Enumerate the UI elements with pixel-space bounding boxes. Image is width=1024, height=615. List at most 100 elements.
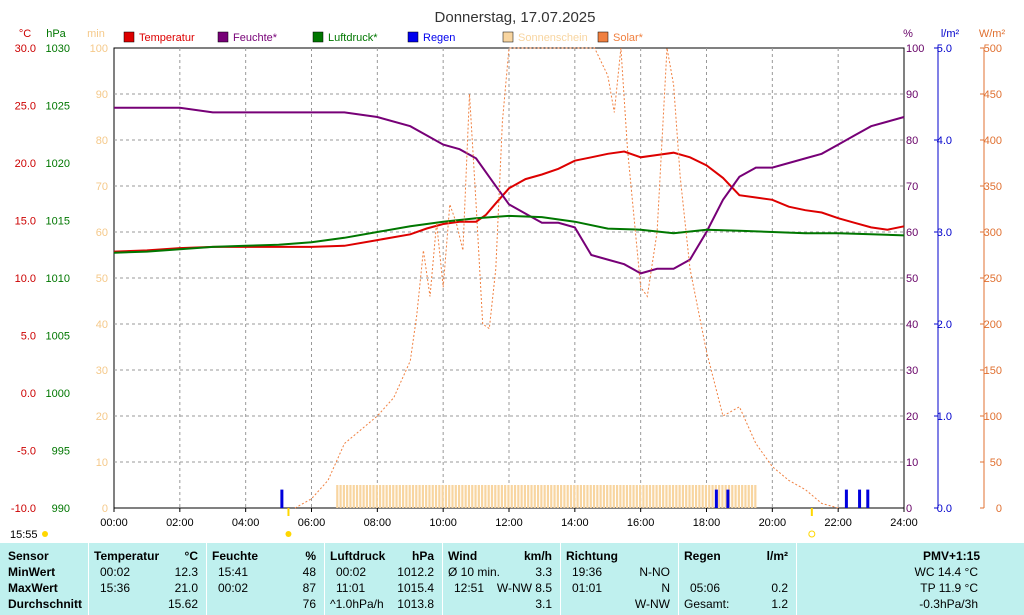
axis-unit-solar: W/m² xyxy=(979,28,1006,40)
minwert-label: MinWert xyxy=(8,565,56,579)
sensor-header: Sensor xyxy=(8,549,49,563)
tick-label-hum: 10 xyxy=(906,457,918,469)
sunshine-bar xyxy=(737,485,740,508)
sunshine-bar xyxy=(471,485,474,508)
tick-label-min: 60 xyxy=(96,227,108,239)
tick-label-hum: 90 xyxy=(906,89,918,101)
series-solar xyxy=(294,47,839,509)
sunshine-bar xyxy=(438,485,441,508)
series-hum xyxy=(114,106,905,275)
sunshine-bar xyxy=(691,485,694,508)
legend-label: Sonnenschein xyxy=(518,32,588,44)
tick-label-solar: 100 xyxy=(984,411,1002,423)
legend: Temperatur Feuchte* Luftdruck* Regen Sonnens… xyxy=(123,31,644,44)
legend-label: Regen xyxy=(423,32,455,44)
sun-markers: 15:55 xyxy=(10,508,816,541)
legend-label: Feuchte* xyxy=(233,32,278,44)
wind-min-label: Ø 10 min. xyxy=(448,565,501,579)
sunshine-bar xyxy=(533,485,536,508)
press-avg-value: 1013.8 xyxy=(397,597,434,611)
pressure-trend-value: -0.3hPa/3h xyxy=(919,597,978,611)
sunshine-bar xyxy=(721,485,724,508)
sunshine-bar xyxy=(662,485,665,508)
wind-header: Wind xyxy=(448,549,478,563)
tick-label-min: 90 xyxy=(96,89,108,101)
sunshine-bar xyxy=(734,485,737,508)
sunshine-bar xyxy=(454,485,457,508)
sunshine-bar xyxy=(428,485,431,508)
tick-label-min: 50 xyxy=(96,273,108,285)
tick-label-temp: 20.0 xyxy=(15,158,36,170)
sunset-icon xyxy=(808,530,816,538)
sunshine-bar xyxy=(457,485,461,508)
tick-label-hum: 80 xyxy=(906,135,918,147)
tick-label-solar: 400 xyxy=(984,135,1002,147)
sunshine-bar xyxy=(612,485,615,508)
sunshine-bar xyxy=(550,485,553,508)
sunshine-bar xyxy=(579,485,582,508)
sunshine-bar xyxy=(639,485,642,508)
sunshine-bar xyxy=(576,485,579,508)
dewpoint-value: TP 11.9 °C xyxy=(920,581,978,595)
sunshine-bar xyxy=(497,485,500,508)
legend-swatch xyxy=(597,31,609,43)
legend-swatch xyxy=(502,31,514,43)
tick-label-min: 0 xyxy=(102,503,108,515)
tick-label-temp: 25.0 xyxy=(15,101,36,113)
sunshine-bar xyxy=(602,485,606,508)
sunshine-bar xyxy=(510,485,513,508)
tick-label-min: 70 xyxy=(96,181,108,193)
rain-bar xyxy=(844,489,848,508)
sunshine-bar xyxy=(665,485,668,508)
press-max-time: 11:01 xyxy=(336,581,366,595)
tick-label-rain: 3.0 xyxy=(937,227,952,239)
hum-unit: % xyxy=(305,549,316,563)
sunshine-bar xyxy=(619,485,622,508)
tick-label-rain: 0.0 xyxy=(937,503,952,515)
x-tick-label: 14:00 xyxy=(561,517,589,529)
sunshine-bar xyxy=(536,485,540,508)
sunshine-bar xyxy=(642,485,645,508)
grid-lines xyxy=(114,48,904,508)
sunshine-bar xyxy=(668,485,671,508)
sunshine-bar xyxy=(500,485,503,508)
tick-label-temp: -5.0 xyxy=(17,446,36,458)
sunshine-bar xyxy=(421,485,424,508)
axis-unit-temp: °C xyxy=(19,28,31,40)
dir-max-time: 01:01 xyxy=(572,581,603,595)
hum-max-value: 87 xyxy=(302,581,316,595)
series-temp xyxy=(113,150,905,253)
sunshine-bar xyxy=(507,485,510,508)
press-unit: hPa xyxy=(411,549,434,563)
sunshine-bar xyxy=(402,485,405,508)
sunshine-bar xyxy=(441,485,444,508)
sunshine-bar xyxy=(461,485,464,508)
axis-unit-hum: % xyxy=(903,28,913,40)
sunshine-bar xyxy=(355,485,359,508)
legend-label: Temperatur xyxy=(139,32,195,44)
sunshine-bar xyxy=(484,485,487,508)
sunshine-bar xyxy=(718,485,721,508)
hum-avg-value: 76 xyxy=(302,597,316,611)
sunrise-icon xyxy=(285,531,292,537)
sunshine-bar xyxy=(685,485,688,508)
tick-label-temp: 0.0 xyxy=(21,388,36,400)
statistics-table: Sensor MinWert MaxWert Durchschnitt Temp… xyxy=(0,543,1024,615)
legend-label: Luftdruck* xyxy=(328,32,378,44)
temp-max-time: 15:36 xyxy=(100,581,131,595)
hum-min-time: 15:41 xyxy=(218,565,249,579)
sunshine-bar xyxy=(622,485,625,508)
sunshine-bar xyxy=(698,485,701,508)
sunshine-bar xyxy=(365,485,369,508)
sunshine-bar xyxy=(385,485,388,508)
maxwert-label: MaxWert xyxy=(8,581,58,595)
sunshine-bar xyxy=(523,485,527,508)
tick-label-rain: 1.0 xyxy=(937,411,952,423)
tick-label-min: 80 xyxy=(96,135,108,147)
sunshine-bar xyxy=(375,485,378,508)
x-tick-label: 08:00 xyxy=(364,517,392,529)
sunshine-bar xyxy=(566,485,569,508)
sunshine-bar xyxy=(448,485,451,508)
sunshine-bar xyxy=(750,485,754,508)
dir-avg-value: W-NW xyxy=(634,597,670,611)
